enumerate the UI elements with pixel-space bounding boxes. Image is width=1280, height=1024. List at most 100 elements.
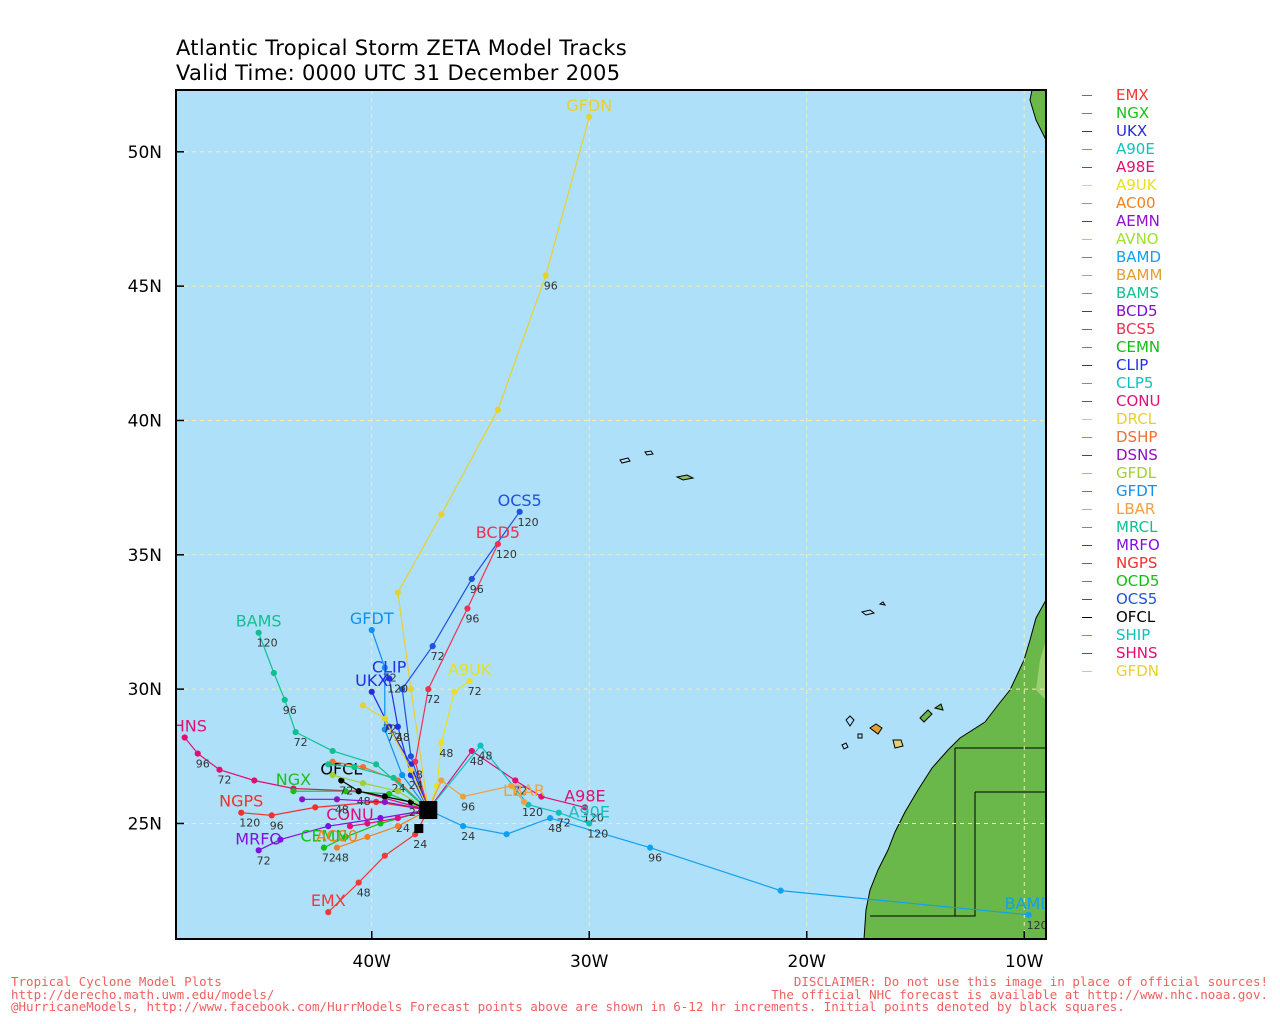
forecast-hour-label: 96 <box>196 758 210 771</box>
legend-swatch <box>1082 257 1092 258</box>
forecast-point <box>429 643 436 650</box>
forecast-hour-label: 120 <box>257 637 278 650</box>
forecast-point <box>342 833 349 841</box>
legend-swatch <box>1082 563 1092 564</box>
forecast-point <box>394 723 401 730</box>
legend-swatch <box>1082 347 1092 348</box>
legend-swatch <box>1082 275 1092 276</box>
legend-label: NGPS <box>1116 554 1158 572</box>
forecast-point <box>251 777 258 784</box>
forecast-point <box>451 688 458 695</box>
forecast-hour-label: 120 <box>387 682 408 695</box>
legend-swatch <box>1082 437 1092 438</box>
forecast-point <box>647 844 654 851</box>
track-line <box>362 704 429 811</box>
track-bams: 72 96 120 BAMS <box>236 612 429 811</box>
lat-tick-label: 30N <box>128 680 162 700</box>
forecast-point <box>377 814 384 822</box>
legend-label: BAMS <box>1116 284 1160 302</box>
legend-label: A9UK <box>1116 176 1157 194</box>
legend-label: UKX <box>1116 122 1148 140</box>
forecast-hour-label: 48 <box>357 795 371 808</box>
forecast-point <box>181 734 188 741</box>
legend-swatch <box>1082 365 1092 366</box>
legend-item-aemn: AEMN <box>1078 212 1268 230</box>
forecast-point <box>516 508 523 515</box>
ocean <box>176 90 1046 939</box>
forecast-point <box>359 702 367 709</box>
forecast-point <box>468 747 475 755</box>
legend-label: DRCL <box>1116 410 1157 428</box>
forecast-point <box>290 788 297 795</box>
forecast-hour-label: 72 <box>322 852 336 865</box>
forecast-point <box>292 729 299 736</box>
canary-island <box>892 739 904 749</box>
legend-item-gfdn: GFDN <box>1078 662 1268 680</box>
forecast-point <box>364 820 371 827</box>
legend-label: BCS5 <box>1116 320 1156 338</box>
forecast-point <box>359 780 367 787</box>
track-aemn: 48 <box>299 796 429 816</box>
track-a9uk: 48 72 A9UK <box>427 660 492 811</box>
forecast-point <box>381 664 388 671</box>
forecast-point <box>438 511 445 518</box>
forecast-point <box>494 406 501 413</box>
track-end-label: A90E <box>569 802 610 821</box>
track-end-label: GFDN <box>566 96 612 115</box>
forecast-hour-label: 48 <box>357 887 371 900</box>
forecast-point <box>368 688 375 695</box>
track-drcl: 72 <box>359 702 429 811</box>
forecast-point <box>407 766 414 773</box>
legend-item-emx: EMX <box>1078 86 1268 104</box>
forecast-point <box>312 804 319 811</box>
forecast-point <box>238 809 245 816</box>
legend-swatch <box>1082 491 1092 492</box>
legend-label: A90E <box>1116 140 1155 158</box>
lon-tick-label: 20W <box>788 952 827 972</box>
legend-swatch <box>1082 653 1092 654</box>
forecast-hour-label: 72 <box>468 685 482 698</box>
forecast-point <box>346 823 354 830</box>
forecast-point <box>542 272 549 279</box>
forecast-point <box>381 852 388 859</box>
forecast-hour-label: 96 <box>465 613 479 626</box>
legend-label: BCD5 <box>1116 302 1158 320</box>
legend-label: A98E <box>1116 158 1155 176</box>
chart-title: Atlantic Tropical Storm ZETA Model Track… <box>176 36 627 86</box>
legend-label: CLP5 <box>1116 374 1154 392</box>
legend-swatch <box>1082 401 1092 402</box>
track-bcs5: 72 96 120 BCD5 <box>412 523 520 811</box>
forecast-hour-label: 24 <box>461 830 475 843</box>
canary-island <box>933 703 944 711</box>
canary-island <box>841 742 849 750</box>
legend-item-dshp: DSHP <box>1078 428 1268 446</box>
track-line <box>332 774 429 811</box>
forecast-point <box>270 669 277 677</box>
legend-swatch <box>1082 311 1092 312</box>
forecast-point <box>342 788 349 795</box>
track-end-label: MRFO <box>235 829 282 848</box>
legend-item-ukx: UKX <box>1078 122 1268 140</box>
legend-label: AEMN <box>1116 212 1160 230</box>
forecast-point <box>333 844 341 851</box>
forecast-point <box>325 761 332 768</box>
footer-site-url[interactable]: http://derecho.math.uwm.edu/models/ <box>11 986 275 1002</box>
legend-item-lbar: LBAR <box>1078 500 1268 518</box>
legend-label: GFDL <box>1116 464 1157 482</box>
footer-left: Tropical Cyclone Model Plots http://dere… <box>11 975 275 1002</box>
grid-layer <box>176 90 1046 939</box>
legend-label: AC00 <box>1116 194 1156 212</box>
legend-label: AVNO <box>1116 230 1159 248</box>
forecast-point <box>507 782 515 789</box>
forecast-hour-label: 48 <box>335 852 349 865</box>
forecast-point <box>268 812 275 819</box>
lat-tick-label: 25N <box>128 814 162 834</box>
legend-swatch <box>1082 329 1092 330</box>
forecast-point <box>381 726 388 733</box>
forecast-point <box>581 804 589 811</box>
track-ngps: 96 120 NGPS <box>219 792 429 832</box>
forecast-point <box>512 777 519 784</box>
forecast-hour-label: 72 <box>383 723 397 736</box>
legend-item-clp5: CLP5 <box>1078 374 1268 392</box>
